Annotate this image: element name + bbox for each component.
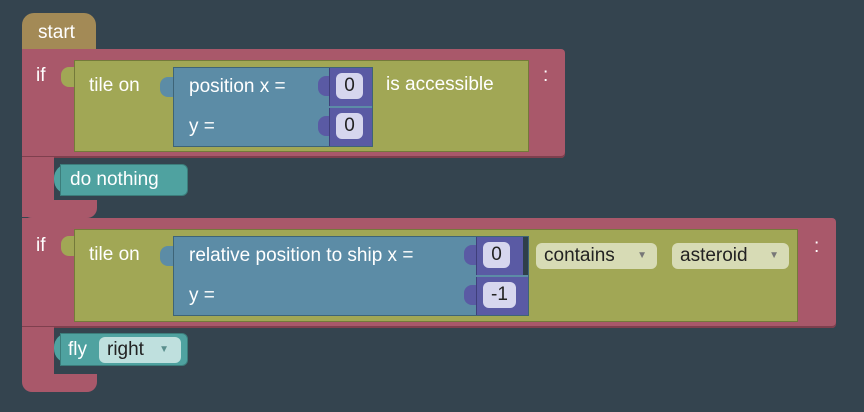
y-value-field-2[interactable]: -1 (483, 282, 516, 308)
condition-connector-2 (61, 236, 75, 256)
x-number-connector-2 (464, 245, 476, 265)
if-block-1-footer (22, 200, 97, 218)
tile-on-label-1: tile on (89, 75, 140, 96)
x-value-field-2[interactable]: 0 (483, 242, 510, 268)
direction-dropdown-label: right (107, 339, 144, 360)
object-dropdown-label: asteroid (680, 245, 748, 266)
if-block-2-right-edge (812, 218, 836, 328)
position-connector-1 (160, 77, 174, 97)
fly-label: fly (68, 339, 87, 360)
if-block-2-footer (22, 374, 97, 392)
chevron-down-icon: ▼ (769, 250, 779, 261)
do-nothing-label: do nothing (70, 169, 159, 190)
tile-on-label-2: tile on (89, 244, 140, 265)
if-label-2: if (36, 235, 46, 256)
chevron-down-icon: ▼ (159, 344, 169, 355)
if-colon-2: : (814, 236, 820, 257)
direction-dropdown[interactable]: right ▼ (99, 337, 181, 363)
x-number-connector-1 (318, 76, 330, 96)
y-number-connector-1 (318, 116, 330, 136)
start-label: start (38, 22, 75, 43)
relative-position-x-label: relative position to ship x = (189, 245, 414, 266)
y-number-connector-2 (464, 285, 476, 305)
relative-position-connector (160, 246, 174, 266)
if-block-1-right-edge (536, 49, 565, 158)
if-label-1: if (36, 65, 46, 86)
relative-position-y-label: y = (189, 285, 215, 306)
condition-connector-1 (61, 67, 75, 87)
if-colon-1: : (543, 65, 549, 86)
if-block-2-arm (22, 327, 54, 377)
x-value-field-1[interactable]: 0 (336, 73, 363, 99)
is-accessible-label: is accessible (386, 74, 494, 95)
contains-dropdown-label: contains (544, 245, 615, 266)
y-value-field-1[interactable]: 0 (336, 113, 363, 139)
position-y-label-1: y = (189, 116, 215, 137)
start-block[interactable]: start (22, 13, 96, 55)
chevron-down-icon: ▼ (637, 250, 647, 261)
object-dropdown[interactable]: asteroid ▼ (672, 243, 789, 269)
do-nothing-block[interactable]: do nothing (60, 164, 188, 196)
contains-dropdown[interactable]: contains ▼ (536, 243, 657, 269)
position-x-label: position x = (189, 76, 286, 97)
